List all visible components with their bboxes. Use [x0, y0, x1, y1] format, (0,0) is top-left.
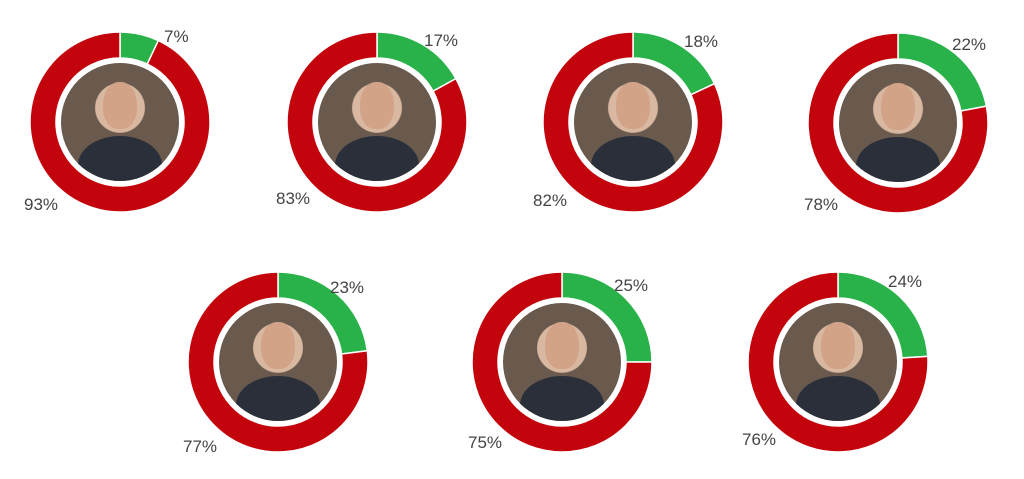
green-percent-label-1: 7%: [164, 27, 189, 46]
donut-chart-5: [187, 271, 369, 453]
red-segment-4: [807, 32, 989, 214]
donut-svg-3: [542, 31, 724, 213]
portrait-1: [58, 60, 182, 184]
red-segment-3: [542, 31, 724, 213]
red-segment-5: [187, 271, 369, 453]
red-percent-label-6: 75%: [468, 433, 503, 452]
donut-chart-4: [807, 32, 989, 214]
red-percent-label-4: 78%: [804, 195, 839, 214]
red-percent-label-3: 82%: [533, 191, 568, 210]
portrait-5: [216, 300, 340, 424]
donut-chart-1: [29, 31, 211, 213]
green-percent-label-3: 18%: [684, 32, 719, 51]
donut-svg-5: [187, 271, 369, 453]
red-segment-6: [471, 271, 653, 453]
portrait-4: [836, 61, 960, 185]
portrait-7: [776, 300, 900, 424]
portrait-3: [571, 60, 695, 184]
donut-svg-2: [286, 31, 468, 213]
green-percent-label-4: 22%: [952, 35, 987, 54]
portrait-2: [315, 60, 439, 184]
red-percent-label-1: 93%: [24, 195, 59, 214]
portrait-6: [500, 300, 624, 424]
red-segment-7: [747, 271, 929, 453]
green-percent-label-5: 23%: [330, 278, 365, 297]
green-percent-label-2: 17%: [424, 31, 459, 50]
green-percent-label-6: 25%: [614, 276, 649, 295]
red-percent-label-2: 83%: [276, 189, 311, 208]
red-percent-label-5: 77%: [183, 437, 218, 456]
donut-chart-3: [542, 31, 724, 213]
green-percent-label-7: 24%: [888, 272, 923, 291]
donut-svg-6: [471, 271, 653, 453]
donut-chart-2: [286, 31, 468, 213]
donut-svg-7: [747, 271, 929, 453]
donut-chart-7: [747, 271, 929, 453]
red-segment-2: [286, 31, 468, 213]
red-percent-label-7: 76%: [742, 430, 777, 449]
donut-svg-4: [807, 32, 989, 214]
donut-chart-6: [471, 271, 653, 453]
